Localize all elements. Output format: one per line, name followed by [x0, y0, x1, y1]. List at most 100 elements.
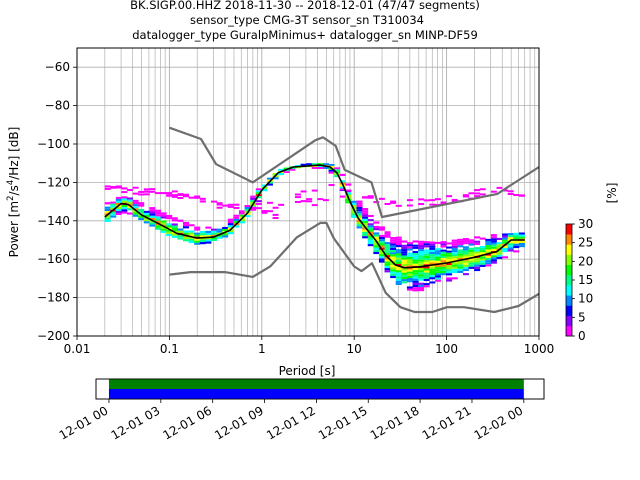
heatmap-cell	[160, 226, 167, 229]
heatmap-cell	[440, 251, 447, 254]
heatmap-cell	[451, 266, 458, 269]
heatmap-cell	[446, 252, 453, 255]
heatmap-outlier	[507, 190, 514, 193]
heatmap-cell	[104, 215, 111, 218]
heatmap-cell	[395, 263, 402, 267]
heatmap-cell	[423, 285, 430, 288]
heatmap-outlier	[194, 195, 201, 198]
heatmap-cell	[423, 253, 430, 256]
heatmap-outlier	[451, 198, 458, 201]
heatmap-cell	[440, 268, 447, 271]
heatmap-outlier	[222, 204, 229, 207]
heatmap-cell	[210, 232, 217, 235]
heatmap-cell	[418, 276, 425, 279]
heatmap-cell	[367, 229, 374, 232]
heatmap-cell	[446, 277, 453, 280]
heatmap-outlier	[182, 193, 189, 196]
heatmap-cell	[507, 249, 514, 252]
timeline-tick-label: 12-01 12	[264, 403, 318, 442]
heatmap-cell	[423, 249, 430, 252]
heatmap-cell	[362, 212, 369, 215]
plot-frame	[76, 47, 540, 337]
heatmap-outlier	[104, 185, 111, 188]
heatmap-cell	[390, 256, 397, 259]
heatmap-cell	[143, 212, 150, 216]
heatmap-cell	[261, 189, 268, 192]
heatmap-cell	[462, 250, 469, 253]
heatmap-cell	[490, 257, 497, 260]
heatmap-cell	[423, 255, 430, 258]
heatmap-cell	[418, 286, 425, 290]
heatmap-cell	[406, 242, 413, 245]
heatmap-cell	[194, 238, 201, 241]
heatmap-cell	[429, 260, 436, 263]
heatmap-outlier	[339, 195, 346, 198]
heatmap-cell	[205, 235, 212, 238]
heatmap-outlier	[261, 210, 268, 213]
heatmap-cell	[462, 273, 469, 276]
heatmap-cell	[434, 250, 441, 253]
heatmap-cell	[490, 261, 497, 264]
heatmap-cell	[434, 264, 441, 268]
heatmap-cell	[373, 247, 380, 250]
heatmap-cell	[490, 248, 497, 251]
heatmap-cell	[350, 202, 357, 206]
heatmap-cell	[485, 262, 492, 265]
heatmap-cell	[373, 234, 380, 237]
heatmap-cell	[401, 240, 408, 243]
heatmap-cell	[110, 203, 117, 206]
heatmap-cell	[199, 235, 206, 238]
timeline-tick-label: 12-01 06	[160, 403, 214, 442]
heatmap-cell	[210, 236, 217, 239]
heatmap-cell	[468, 239, 475, 242]
heatmap-outlier	[306, 198, 313, 201]
heatmap-cell	[401, 274, 408, 277]
heatmap-cell	[171, 227, 178, 230]
heatmap-cell	[149, 207, 156, 210]
heatmap-cell	[462, 248, 469, 251]
heatmap-cell	[451, 245, 458, 248]
heatmap-cell	[423, 243, 430, 246]
heatmap-cell	[283, 171, 290, 174]
heatmap-cell	[412, 240, 419, 243]
heatmap-cell	[406, 265, 413, 268]
heatmap-cell	[412, 253, 419, 256]
heatmap-cell	[418, 268, 425, 271]
y-axis-label: Power [m2/s4/Hz] [dB]	[6, 127, 21, 258]
heatmap-cell	[457, 249, 464, 252]
heatmap-cell	[188, 234, 195, 237]
heatmap-cell	[362, 234, 369, 237]
heatmap-cell	[233, 225, 240, 228]
chart-title-line-2: sensor_type CMG-3T sensor_sn T310034	[190, 13, 424, 27]
heatmap-cell	[474, 260, 481, 263]
heatmap-outlier	[115, 186, 122, 189]
heatmap-cell	[121, 198, 128, 201]
heatmap-cell	[154, 209, 161, 212]
heatmap-cell	[115, 206, 122, 209]
heatmap-cell	[373, 236, 380, 239]
heatmap-cell	[378, 258, 385, 261]
heatmap-cell	[401, 264, 408, 267]
heatmap-cell	[429, 247, 436, 250]
heatmap-cell	[373, 243, 380, 246]
heatmap-cell	[457, 258, 464, 261]
timeline-bar-top	[108, 379, 524, 389]
heatmap-cell	[238, 221, 245, 224]
heatmap-cell	[446, 258, 453, 261]
heatmap-cell	[502, 245, 509, 248]
heatmap-cell	[160, 214, 167, 217]
heatmap-cell	[406, 267, 413, 270]
heatmap-cell	[373, 225, 380, 229]
heatmap-outlier	[115, 185, 122, 188]
heatmap-cell	[328, 164, 335, 166]
heatmap-cell	[446, 250, 453, 253]
heatmap-cell	[474, 253, 481, 256]
heatmap-cell	[373, 221, 380, 224]
heatmap-cell	[384, 259, 391, 262]
timeline-tick-label: 12-01 00	[57, 403, 111, 442]
heatmap-cell	[496, 250, 503, 253]
heatmap-cell	[205, 241, 212, 244]
heatmap-cell	[177, 230, 184, 233]
heatmap-cell	[518, 234, 525, 237]
heatmap-cell	[485, 253, 492, 256]
